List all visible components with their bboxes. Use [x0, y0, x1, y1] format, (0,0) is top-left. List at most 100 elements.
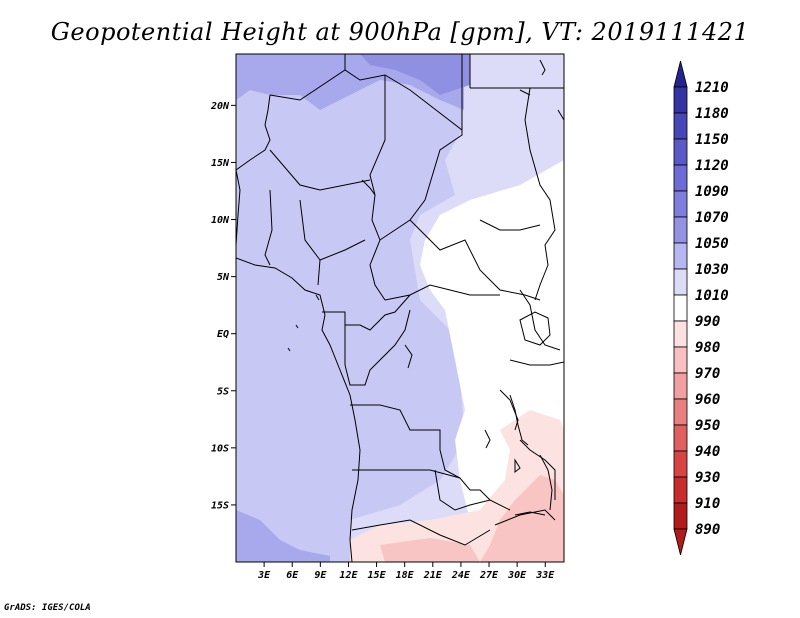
fill-970-region-b [380, 538, 480, 562]
island-1 [315, 294, 320, 301]
colorbar-label: 1210 [695, 80, 729, 96]
lat-tick-label: 15N [211, 158, 230, 169]
lake-tanganyika [509, 394, 529, 446]
colorbar-bottom-arrow [673, 528, 688, 556]
border-10 [409, 219, 541, 301]
colorbar-label: 1090 [695, 184, 729, 200]
lon-tick-label: 3E [257, 570, 271, 581]
colorbar-label: 1180 [695, 106, 729, 122]
border-9 [319, 239, 366, 261]
colorbar-label: 1030 [695, 262, 729, 278]
contour-fill [236, 54, 564, 562]
colorbar-swatch [673, 112, 688, 140]
border-16 [351, 519, 491, 546]
lon-tick-label: 30E [507, 570, 527, 581]
border-22 [479, 219, 541, 231]
coast-east-2 [519, 89, 531, 96]
border-11 [384, 284, 500, 301]
border-14 [350, 404, 491, 501]
colorbar: 1210 1180 1150 1120 1090 1070 1050 1030 1010 990 9… [673, 60, 729, 556]
colorbar-swatch [673, 450, 688, 478]
coastline-gulf [236, 169, 241, 246]
colorbar-label: 960 [695, 392, 720, 408]
country-borders [236, 54, 564, 562]
lat-tick-label: 10S [211, 443, 229, 454]
lon-tick-label: 33E [535, 570, 555, 581]
colorbar-swatch [673, 502, 688, 530]
lake-bangweulu [514, 458, 521, 474]
border-7 [264, 189, 273, 266]
longitude-axis: 3E 6E 9E 12E 15E 18E 21E 24E 27E 30E 33E [257, 562, 555, 581]
coastline-west [236, 257, 361, 562]
map-frame [235, 53, 565, 563]
border-4 [369, 75, 386, 241]
border-24 [509, 359, 564, 366]
lon-tick-label: 6E [286, 570, 299, 581]
latitude-axis: 20N 15N 10N 5N EQ 5S 10S 15S [210, 101, 236, 511]
colorbar-label: 930 [695, 470, 720, 486]
lat-tick-label: 5S [217, 386, 229, 397]
border-25 [499, 389, 519, 431]
island-3 [287, 347, 291, 352]
fill-970-region [480, 475, 564, 562]
chart-title: Geopotential Height at 900hPa [gpm], VT:… [50, 18, 750, 46]
colorbar-label: 970 [695, 366, 720, 382]
colorbar-label: 1120 [695, 158, 729, 174]
colorbar-label: 890 [695, 522, 720, 538]
lon-tick-label: 12E [339, 570, 358, 581]
lat-tick-label: 15S [211, 500, 229, 511]
river-segment [404, 344, 413, 369]
colorbar-label: 990 [695, 314, 720, 330]
colorbar-label: 950 [695, 418, 720, 434]
border-17 [434, 469, 511, 511]
fill-1050-southwest [236, 510, 330, 562]
lon-tick-label: 27E [479, 570, 499, 581]
lon-tick-label: 24E [451, 570, 471, 581]
colorbar-swatch [673, 138, 688, 166]
border-21 [524, 87, 556, 301]
lat-tick-label: 10N [211, 215, 230, 226]
colorbar-swatch [673, 398, 688, 426]
island-2 [295, 324, 299, 329]
colorbar-label: 940 [695, 444, 720, 460]
lat-tick-label: EQ [217, 329, 229, 340]
colorbar-swatch [673, 346, 688, 374]
colorbar-label: 1050 [695, 236, 729, 252]
colorbar-label: 1010 [695, 288, 729, 304]
colorbar-swatch [673, 294, 688, 322]
lon-tick-label: 15E [368, 570, 387, 581]
colorbar-swatch [673, 86, 688, 114]
lon-tick-label: 21E [423, 570, 443, 581]
colorbar-label: 980 [695, 340, 720, 356]
border-6 [269, 149, 371, 191]
colorbar-swatch [673, 164, 688, 192]
colorbar-swatch [673, 424, 688, 452]
colorbar-swatch [673, 372, 688, 400]
border-26 [519, 439, 556, 500]
border-ne [557, 109, 564, 121]
lake-victoria [519, 311, 551, 346]
border-1 [236, 94, 271, 171]
lon-tick-label: 18E [396, 570, 415, 581]
lat-tick-label: 5N [217, 272, 230, 283]
border-8 [299, 199, 321, 286]
colorbar-swatch [673, 216, 688, 244]
border-13 [344, 309, 411, 386]
border-12 [322, 294, 411, 331]
colorbar-swatch [673, 476, 688, 504]
lake-malawi [539, 454, 553, 511]
colorbar-swatch [673, 320, 688, 348]
lake-edge-1 [429, 469, 461, 479]
lake-chad [361, 179, 376, 196]
lake-kariba [514, 511, 546, 516]
lat-tick-label: 20N [210, 101, 230, 112]
lon-tick-label: 9E [314, 570, 327, 581]
colorbar-label: 1070 [695, 210, 729, 226]
coast-east-1 [539, 59, 546, 76]
colorbar-swatch [673, 242, 688, 270]
colorbar-swatch [673, 190, 688, 218]
grads-credit: GrADS: IGES/COLA [4, 603, 91, 613]
colorbar-top-arrow [673, 60, 688, 88]
border-2 [269, 69, 463, 131]
